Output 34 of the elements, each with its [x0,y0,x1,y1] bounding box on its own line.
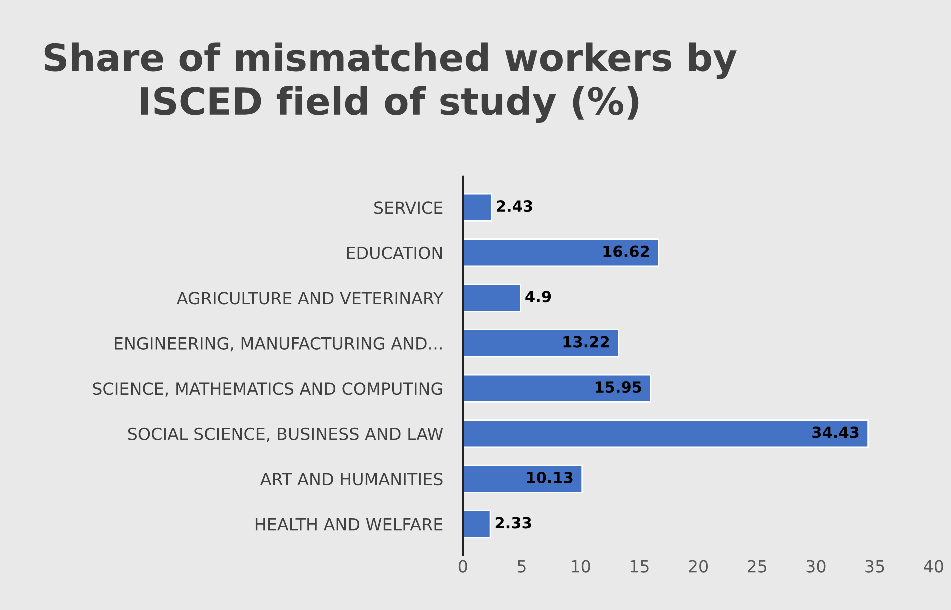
bar [463,238,660,268]
bar [463,510,492,539]
data-label: 2.43 [497,200,532,212]
y-tick-label: SCIENCE, MATHEMATICS AND COMPUTING [93,382,442,397]
y-tick-label: SERVICE [374,202,443,214]
data-label: 15.95 [596,382,642,394]
chart-title: Share of mismatched workers by ISCED field of study (%) [44,42,737,123]
x-tick-label: 5 [518,560,526,573]
bar [463,329,620,358]
data-label: 10.13 [527,472,573,484]
x-tick-label: 20 [689,560,708,573]
bar [463,420,870,448]
y-tick-label: ART AND HUMANITIES [260,473,443,486]
y-tick-label: AGRICULTURE AND VETERINARY [176,292,444,305]
x-tick-label: 25 [748,560,766,573]
x-tick-label: 15 [630,560,649,573]
y-tick-label: ENGINEERING, MANUFACTURING AND... [115,337,442,352]
y-tick-label: EDUCATION [347,246,442,260]
data-label: 4.9 [526,291,552,303]
data-label: 13.22 [564,336,610,348]
y-tick-label: HEALTH AND WELFARE [256,518,443,531]
x-tick-label: 0 [458,560,468,573]
x-tick-label: 30 [806,560,826,573]
x-tick-label: 35 [866,560,884,573]
bar [463,284,522,312]
data-label: 34.43 [812,426,859,438]
bar [463,374,652,403]
data-label: 16.62 [604,246,650,258]
x-tick-label: 40 [924,560,944,573]
y-tick-label: SOCIAL SCIENCE, BUSINESS AND LAW [128,428,444,442]
bar [463,464,584,494]
x-tick-label: 10 [572,560,590,573]
data-label: 2.33 [496,517,532,529]
bar [463,193,492,222]
